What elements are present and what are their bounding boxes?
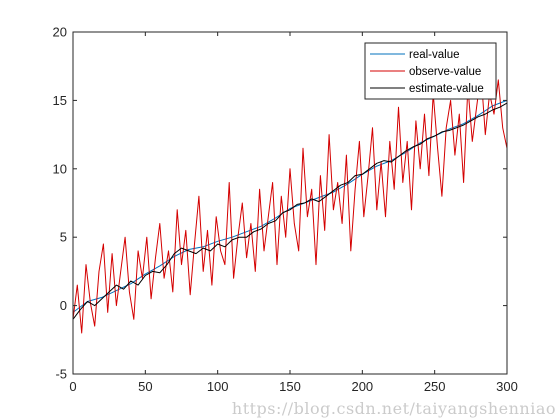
- x-tick-label: 150: [279, 379, 301, 394]
- legend-label-observe-value: observe-value: [409, 66, 481, 78]
- series-layer: [72, 72, 508, 334]
- x-tick-label: 200: [351, 379, 373, 394]
- legend-label-estimate-value: estimate-value: [409, 83, 484, 95]
- y-tick-label: 15: [53, 93, 67, 108]
- x-tick-label: 50: [138, 379, 152, 394]
- x-tick-label: 300: [496, 379, 518, 394]
- legend: real-value observe-value estimate-value: [364, 42, 497, 100]
- legend-label-real-value: real-value: [409, 49, 460, 61]
- watermark: https://blog.csdn.net/taiyangshenniao: [231, 399, 556, 418]
- y-tick-label: -5: [55, 367, 67, 382]
- series-line-estimate-value: [72, 102, 508, 320]
- y-tick-label: 20: [53, 25, 67, 40]
- series-line-observe-value: [72, 72, 508, 334]
- y-tick-label: 0: [60, 298, 67, 313]
- x-tick-label: 100: [207, 379, 229, 394]
- x-tick-label: 0: [69, 379, 76, 394]
- y-tick-label: 10: [53, 161, 67, 176]
- x-tick-label: 250: [424, 379, 446, 394]
- y-tick-label: 5: [60, 230, 67, 245]
